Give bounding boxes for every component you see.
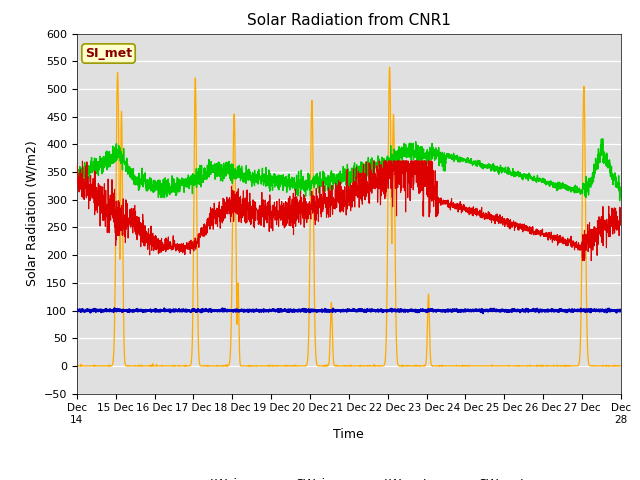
Y-axis label: Solar Radiation (W/m2): Solar Radiation (W/m2) xyxy=(25,141,38,287)
X-axis label: Time: Time xyxy=(333,428,364,441)
Legend: LW_in, SW_in, LW_out, SW_out: LW_in, SW_in, LW_out, SW_out xyxy=(167,472,531,480)
Title: Solar Radiation from CNR1: Solar Radiation from CNR1 xyxy=(247,13,451,28)
Text: SI_met: SI_met xyxy=(85,47,132,60)
